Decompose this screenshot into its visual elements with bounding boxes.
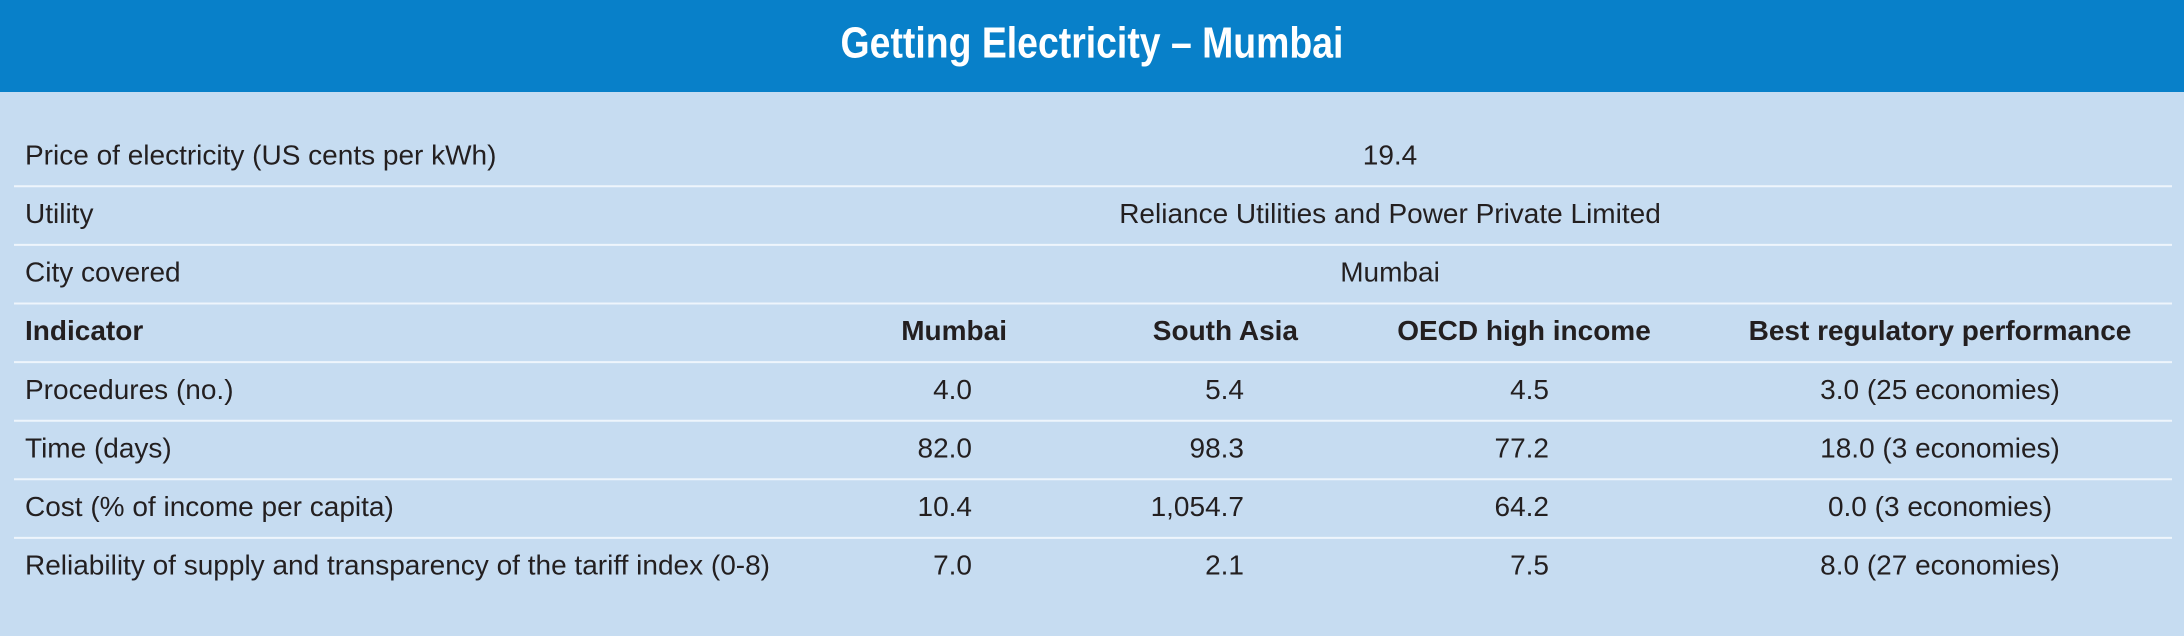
info-value: Mumbai	[1340, 257, 1440, 288]
cell-value: 10.4	[918, 491, 973, 522]
cell-value: 98.3	[1190, 432, 1245, 463]
row-label: Cost (% of income per capita)	[25, 491, 394, 522]
cell-value: 18.0 (3 economies)	[1820, 432, 2060, 463]
info-value: Reliance Utilities and Power Private Lim…	[1119, 198, 1661, 229]
info-label: Price of electricity (US cents per kWh)	[25, 139, 496, 170]
cell-value: 64.2	[1495, 491, 1550, 522]
cell-value: 2.1	[1205, 550, 1244, 581]
title: Getting Electricity – Mumbai	[841, 18, 1344, 68]
title-bar	[0, 0, 2184, 92]
column-header: OECD high income	[1397, 315, 1651, 346]
column-header: Indicator	[25, 315, 143, 346]
row-label: Reliability of supply and transparency o…	[25, 550, 770, 581]
column-header: Best regulatory performance	[1749, 315, 2132, 346]
info-value: 19.4	[1363, 139, 1418, 170]
cell-value: 0.0 (3 economies)	[1828, 491, 2052, 522]
cell-value: 1,054.7	[1151, 491, 1244, 522]
column-header: Mumbai	[901, 315, 1007, 346]
row-label: Time (days)	[25, 432, 172, 463]
info-label: Utility	[25, 198, 93, 229]
column-header: South Asia	[1153, 315, 1299, 346]
cell-value: 77.2	[1495, 432, 1550, 463]
info-label: City covered	[25, 257, 181, 288]
cell-value: 7.5	[1510, 550, 1549, 581]
cell-value: 7.0	[933, 550, 972, 581]
cell-value: 82.0	[918, 432, 973, 463]
cell-value: 5.4	[1205, 374, 1244, 405]
cell-value: 4.0	[933, 374, 972, 405]
cell-value: 8.0 (27 economies)	[1820, 550, 2060, 581]
row-label: Procedures (no.)	[25, 374, 234, 405]
cell-value: 4.5	[1510, 374, 1549, 405]
cell-value: 3.0 (25 economies)	[1820, 374, 2060, 405]
